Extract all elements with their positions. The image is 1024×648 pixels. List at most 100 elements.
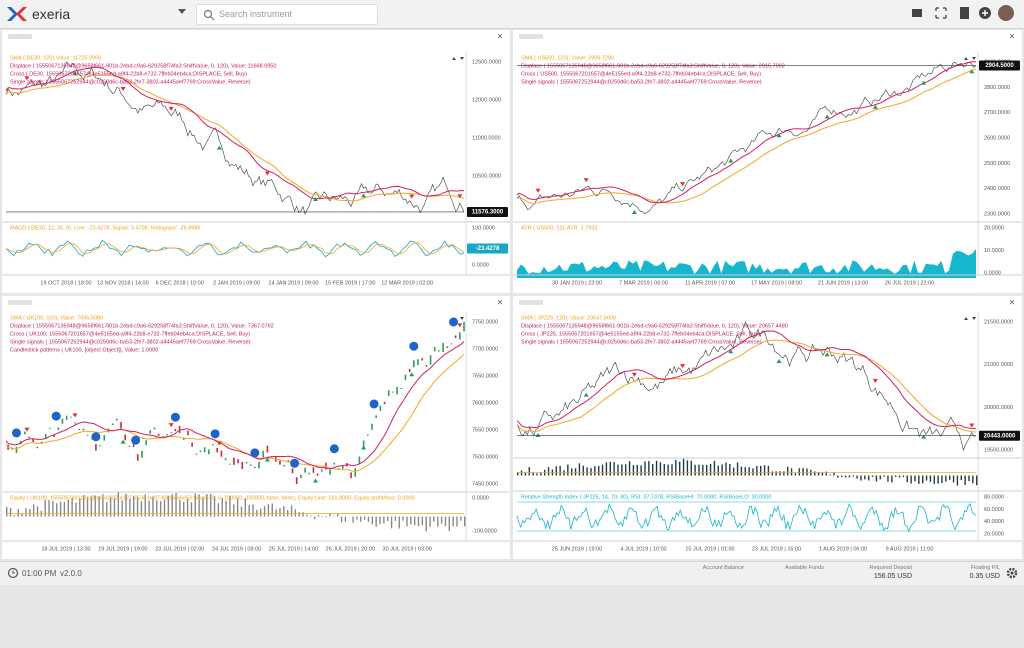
pane-arrows — [964, 57, 976, 60]
equity-bar — [133, 496, 135, 517]
price-tick-label: 21500.0000 — [984, 319, 1013, 325]
equity-bar — [125, 494, 127, 517]
candle — [124, 434, 127, 441]
equity-bar — [736, 462, 739, 476]
docs-icon[interactable] — [960, 7, 969, 19]
candle — [417, 359, 419, 366]
equity-bar — [767, 465, 770, 476]
equity-bar — [868, 475, 870, 481]
equity-bar — [632, 465, 635, 476]
indicator-legend: SMA ( UK100, 100), Value: 7045.5080 — [10, 315, 103, 321]
candle — [383, 401, 386, 405]
equity-bar — [267, 504, 270, 517]
equity-bar — [806, 468, 808, 476]
equity-bar — [306, 514, 308, 517]
equity-bar — [113, 498, 116, 517]
equity-bar — [841, 475, 843, 478]
equity-bar — [717, 465, 719, 476]
equity-bar — [121, 500, 123, 517]
date-tick-label: 23 JUL 2019 | 15:00 — [752, 546, 801, 552]
candle — [24, 431, 26, 435]
equity-bar — [702, 464, 704, 476]
sub-last-badge — [467, 243, 508, 254]
buy-signal — [824, 114, 830, 119]
candle — [333, 462, 336, 465]
equity-bar — [136, 496, 139, 517]
equity-bar — [860, 475, 862, 481]
equity-bar — [194, 493, 196, 517]
pattern-badge[interactable] — [51, 411, 61, 421]
panel-title-placeholder — [8, 34, 32, 39]
pattern-badge[interactable] — [369, 399, 379, 409]
pattern-badge[interactable] — [210, 429, 220, 439]
candle — [15, 446, 18, 454]
candle — [400, 388, 403, 390]
sub-tick-label: 40.0000 — [984, 519, 1004, 525]
price-tick-label: 10500.0000 — [472, 173, 501, 179]
pattern-badge[interactable] — [131, 435, 141, 445]
equity-bar — [671, 464, 673, 476]
pattern-badge[interactable] — [449, 317, 459, 327]
fullscreen-icon[interactable] — [935, 7, 947, 19]
equity-bar — [310, 515, 312, 517]
candle — [111, 423, 114, 425]
close-button: × — [1009, 32, 1015, 43]
equity-bar — [945, 475, 947, 482]
candle — [216, 447, 219, 453]
layout-icon[interactable] — [912, 9, 922, 17]
candle — [95, 443, 97, 451]
pattern-badge[interactable] — [329, 444, 339, 454]
candle — [258, 461, 260, 469]
pattern-badge[interactable] — [290, 458, 300, 468]
clock-icon — [7, 567, 19, 579]
equity-bar — [547, 467, 550, 476]
equity-bar — [906, 475, 908, 483]
price-tick-label: 7650.0000 — [472, 373, 498, 379]
equity-bar — [652, 464, 654, 476]
equity-bar — [371, 516, 374, 525]
equity-bar — [914, 475, 916, 482]
required-deposit-value: 156.05 USD — [873, 573, 912, 580]
candle — [195, 453, 198, 455]
candle — [358, 456, 361, 464]
close-button: × — [497, 298, 503, 309]
sell-signal — [680, 364, 686, 369]
brand-menu[interactable] — [178, 9, 186, 14]
equity-bar — [86, 497, 89, 517]
rsi-line — [516, 502, 977, 533]
candle — [90, 438, 93, 440]
logo — [7, 7, 27, 21]
equity-bar — [159, 501, 162, 517]
equity-bar — [417, 516, 420, 527]
equity-bar — [63, 501, 66, 517]
candle — [141, 450, 143, 458]
price-tick-label: 2300.0000 — [984, 211, 1010, 217]
equity-bar — [964, 475, 966, 485]
candle — [341, 465, 344, 469]
equity-bar — [949, 475, 951, 480]
sub-tick-label: 20.0000 — [984, 531, 1004, 537]
avatar[interactable] — [998, 5, 1014, 21]
equity-bar — [148, 500, 150, 517]
equity-bar — [25, 508, 27, 517]
pattern-badge[interactable] — [11, 428, 21, 438]
settings-icon[interactable] — [1006, 567, 1018, 579]
sma-line — [516, 339, 977, 433]
candle — [82, 428, 85, 431]
pattern-badge[interactable] — [91, 432, 101, 442]
sell-signal — [72, 413, 78, 418]
equity-bar — [425, 516, 427, 532]
candle — [396, 386, 398, 395]
date-tick-label: 4 JUL 2019 | 10:00 — [620, 546, 666, 552]
search-box[interactable]: Search instrument — [196, 4, 378, 25]
equity-bar — [752, 468, 754, 476]
equity-bar — [175, 493, 177, 517]
sell-signal — [969, 423, 975, 428]
pattern-badge[interactable] — [170, 412, 180, 422]
last-price-label: 20443.0000 — [984, 433, 1016, 439]
pattern-badge[interactable] — [250, 448, 260, 458]
buy-signal — [216, 145, 222, 150]
equity-bar — [75, 502, 77, 517]
pattern-badge[interactable] — [409, 341, 419, 351]
equity-bar — [383, 516, 385, 524]
